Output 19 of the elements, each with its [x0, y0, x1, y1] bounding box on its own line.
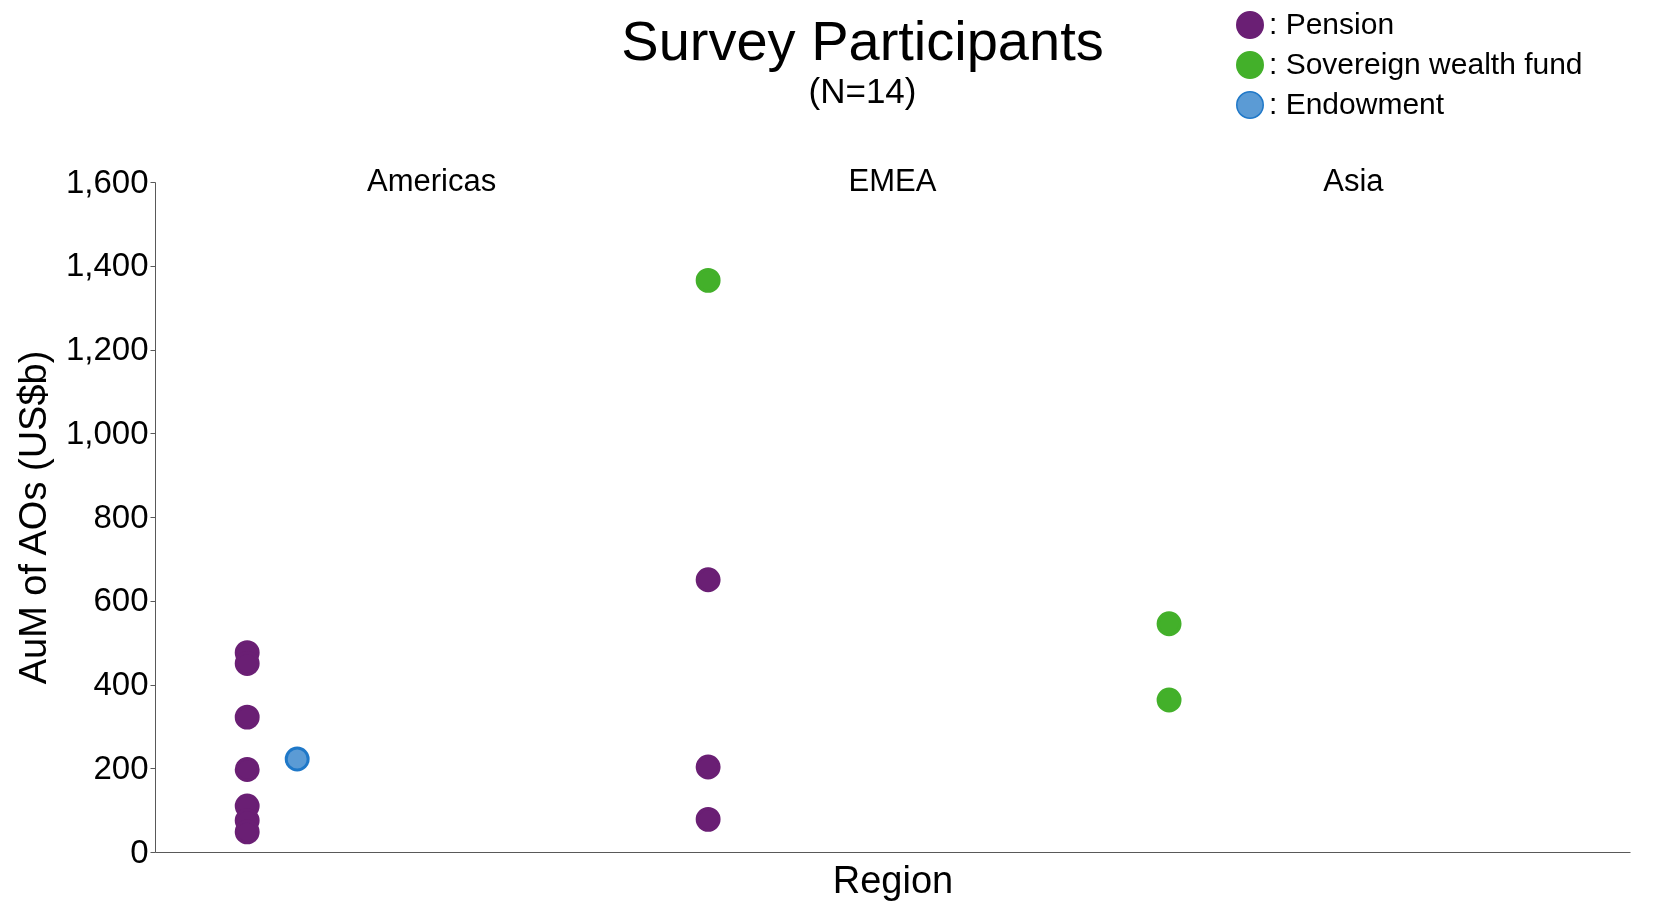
y-tick-label: 600	[93, 581, 149, 619]
y-tick-label: 1,200	[65, 330, 149, 367]
y-tick-label: 400	[93, 665, 149, 702]
y-tick-label: 0	[130, 832, 149, 870]
y-tick-label: 800	[93, 497, 149, 535]
y-axis-title: AuM of AOs (US$b)	[11, 350, 54, 685]
y-tick-label: 1,600	[65, 162, 149, 200]
legend-label: : Pension	[1269, 7, 1395, 40]
y-tick-label: 1,000	[65, 413, 149, 451]
legend-label: : Endowment	[1269, 87, 1445, 120]
y-tick-label: 200	[93, 748, 149, 786]
x-tick-label: EMEA	[848, 163, 937, 198]
y-tick-label: 1,400	[65, 246, 149, 284]
x-axis-title: Region	[832, 858, 954, 901]
chart-title: Survey Participants	[621, 9, 1104, 72]
chart-subtitle: (N=14)	[808, 71, 917, 110]
x-tick-label: Americas	[366, 163, 497, 198]
x-tick-label: Asia	[1323, 163, 1385, 198]
legend-label: : Sovereign wealth fund	[1269, 47, 1583, 80]
